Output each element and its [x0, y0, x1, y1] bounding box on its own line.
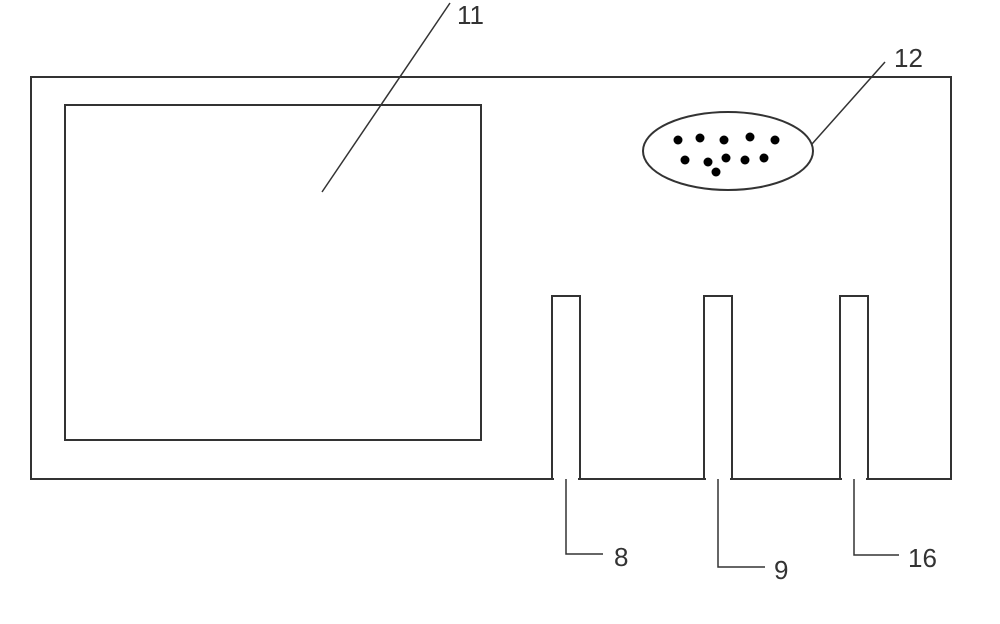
speaker-outline — [643, 112, 813, 190]
callout-label-16: 16 — [908, 543, 937, 574]
callout-label-8: 8 — [614, 542, 628, 573]
outer-frame — [31, 77, 951, 479]
callout-label-11: 11 — [457, 0, 484, 31]
callout-label-12: 12 — [894, 43, 923, 74]
technical-diagram: 11 12 8 9 16 — [0, 0, 1000, 624]
leader-lines — [322, 3, 899, 567]
speaker-holes — [674, 133, 780, 177]
diagram-svg — [0, 0, 1000, 624]
inner-screen — [65, 105, 481, 440]
callout-label-9: 9 — [774, 555, 788, 586]
bottom-slots — [552, 296, 868, 481]
